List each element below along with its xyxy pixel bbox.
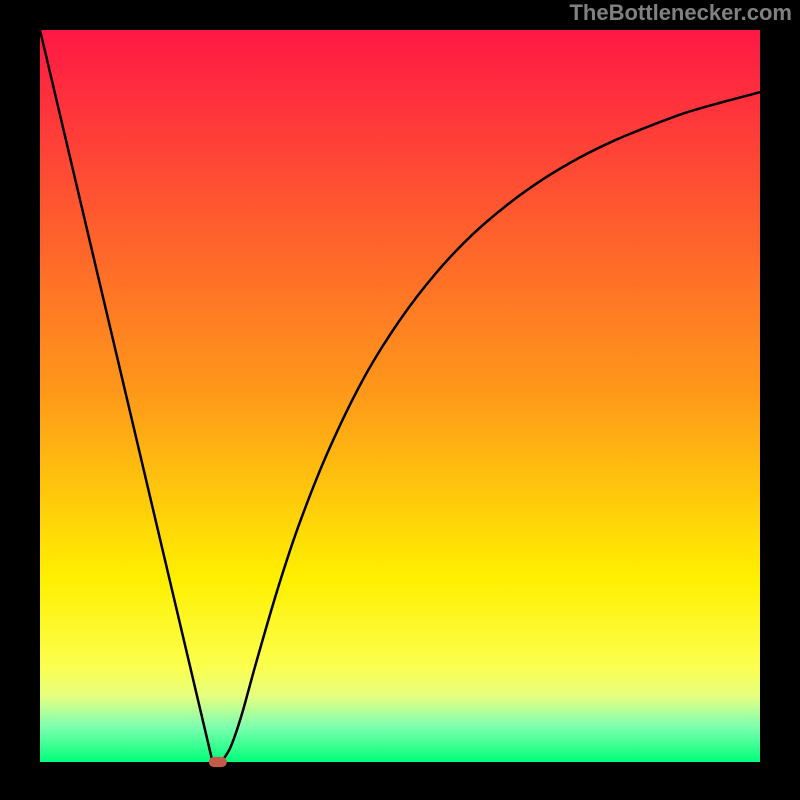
minimum-marker	[209, 757, 227, 767]
chart-svg	[0, 0, 800, 800]
watermark-text: TheBottlenecker.com	[569, 0, 792, 26]
chart-root: TheBottlenecker.com	[0, 0, 800, 800]
curve-right-segment	[223, 92, 760, 760]
curve-left-segment	[40, 30, 212, 760]
